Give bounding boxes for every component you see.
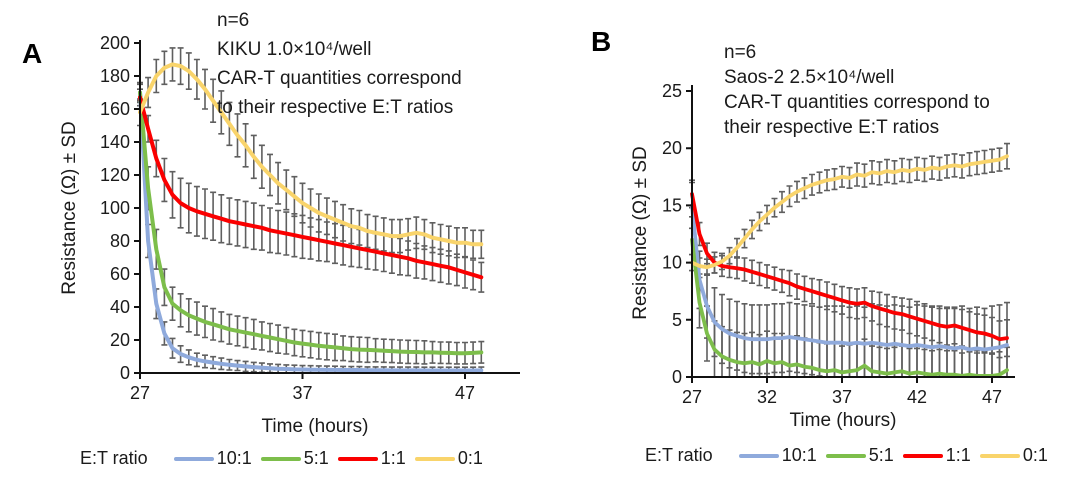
legend-entry-label: 5:1 bbox=[303, 448, 329, 468]
legend-swatch-1:1 bbox=[902, 453, 943, 458]
error-bars-0:1 bbox=[689, 142, 1010, 276]
panel-b-letter: B bbox=[591, 26, 612, 57]
tick-marks-B bbox=[686, 90, 993, 383]
legend-title: E:T ratio bbox=[80, 448, 148, 468]
x-tick-label-A-47: 47 bbox=[455, 383, 475, 403]
legend-swatch-0:1 bbox=[979, 453, 1020, 458]
panel-a-title-line-4: to their respective E:T ratios bbox=[217, 97, 454, 118]
panel-a-title-line-3: CAR-T quantities correspond bbox=[217, 68, 462, 89]
panel-b-title-line-1: n=6 bbox=[724, 42, 757, 63]
series-line-1:1 bbox=[690, 192, 1009, 342]
panel-b-x-axis-label: Time (hours) bbox=[789, 410, 897, 431]
series-line-5:1 bbox=[690, 237, 1009, 378]
legend-entry-label: 1:1 bbox=[380, 448, 406, 468]
y-tick-label-A-40: 40 bbox=[110, 297, 130, 317]
y-tick-label-B-10: 10 bbox=[662, 253, 682, 273]
y-tick-label-A-120: 120 bbox=[100, 165, 130, 185]
series-line-10:1 bbox=[690, 203, 1009, 352]
y-tick-label-A-200: 200 bbox=[100, 33, 130, 53]
legend-entry-label: 5:1 bbox=[868, 445, 894, 465]
x-tick-label-A-37: 37 bbox=[292, 383, 312, 403]
chart-panel-B: 27 32 37 42 47 0 5 10 15 20 25 bbox=[662, 81, 1015, 407]
legend-title: E:T ratio bbox=[645, 445, 713, 465]
legend-entry-label: 0:1 bbox=[457, 448, 483, 468]
panel-b-title-line-3: CAR-T quantities correspond to bbox=[724, 92, 990, 113]
y-tick-label-A-60: 60 bbox=[110, 264, 130, 284]
legend-swatch-5:1 bbox=[825, 453, 866, 458]
panel-a-title-line-2: KIKU 1.0×10⁴/well bbox=[217, 39, 372, 60]
y-tick-label-B-0: 0 bbox=[672, 367, 682, 387]
panel-b-title-line-2: Saos-2 2.5×10⁴/well bbox=[724, 67, 895, 88]
legend-entry-1:1: 1:1 bbox=[902, 445, 971, 466]
series-line-0:1 bbox=[690, 154, 1009, 270]
legend-entry-label: 10:1 bbox=[216, 448, 252, 468]
y-tick-label-A-140: 140 bbox=[100, 132, 130, 152]
panel-a-y-axis-label: Resistance (Ω) ± SD bbox=[59, 121, 80, 295]
legend-entry-label: 1:1 bbox=[945, 445, 971, 465]
y-tick-label-B-20: 20 bbox=[662, 138, 682, 158]
y-tick-label-B-15: 15 bbox=[662, 195, 682, 215]
legend-entry-10:1: 10:1 bbox=[738, 445, 817, 466]
panel-a-legend: E:T ratio 10:1 5:1 1:1 0:1 bbox=[80, 448, 492, 469]
axes-A bbox=[139, 40, 520, 374]
tick-marks-A bbox=[134, 42, 466, 379]
legend-entry-5:1: 5:1 bbox=[260, 448, 329, 469]
series-line-10:1 bbox=[138, 90, 484, 373]
y-tick-label-A-0: 0 bbox=[120, 363, 130, 383]
panel-b-legend: E:T ratio 10:1 5:1 1:1 0:1 bbox=[645, 445, 1057, 466]
y-tick-label-A-80: 80 bbox=[110, 231, 130, 251]
chart-panel-A: 27 37 47 0 20 40 60 80 100 120 140 160 180 200 bbox=[100, 33, 520, 403]
legend-swatch-0:1 bbox=[414, 456, 455, 461]
legend-swatch-10:1 bbox=[738, 453, 779, 458]
x-tick-label-A-27: 27 bbox=[130, 383, 150, 403]
series-line-0:1 bbox=[138, 62, 484, 247]
legend-entry-10:1: 10:1 bbox=[173, 448, 252, 469]
panel-a-title-line-1: n=6 bbox=[217, 10, 250, 31]
panel-a-letter: A bbox=[22, 38, 43, 69]
legend-swatch-5:1 bbox=[260, 456, 301, 461]
y-tick-label-A-180: 180 bbox=[100, 66, 130, 86]
legend-entry-label: 10:1 bbox=[781, 445, 817, 465]
y-tick-label-B-25: 25 bbox=[662, 81, 682, 101]
series-line-1:1 bbox=[138, 95, 484, 280]
panel-b-title: n=6 Saos-2 2.5×10⁴/well CAR-T quantities… bbox=[724, 40, 990, 140]
legend-entry-label: 0:1 bbox=[1022, 445, 1048, 465]
panel-b-y-axis-label: Resistance (Ω) ± SD bbox=[630, 146, 651, 320]
panel-a-x-axis-label: Time (hours) bbox=[261, 416, 369, 437]
legend-entry-0:1: 0:1 bbox=[979, 445, 1048, 466]
y-tick-label-A-100: 100 bbox=[100, 198, 130, 218]
x-tick-label-B-42: 42 bbox=[907, 387, 927, 407]
y-tick-label-A-160: 160 bbox=[100, 99, 130, 119]
panel-b-title-line-4: their respective E:T ratios bbox=[724, 117, 940, 138]
series-line-5:1 bbox=[138, 90, 484, 356]
axes-B bbox=[691, 85, 1015, 378]
legend-swatch-1:1 bbox=[337, 456, 378, 461]
legend-entry-0:1: 0:1 bbox=[414, 448, 483, 469]
legend-swatch-10:1 bbox=[173, 456, 214, 461]
legend-entry-1:1: 1:1 bbox=[337, 448, 406, 469]
x-tick-label-B-32: 32 bbox=[757, 387, 777, 407]
x-tick-label-B-47: 47 bbox=[982, 387, 1002, 407]
panel-a-title: n=6 KIKU 1.0×10⁴/well CAR-T quantities c… bbox=[217, 6, 462, 122]
x-tick-label-B-27: 27 bbox=[682, 387, 702, 407]
y-tick-label-B-5: 5 bbox=[672, 310, 682, 330]
legend-entry-5:1: 5:1 bbox=[825, 445, 894, 466]
x-tick-label-B-37: 37 bbox=[832, 387, 852, 407]
y-tick-label-A-20: 20 bbox=[110, 330, 130, 350]
